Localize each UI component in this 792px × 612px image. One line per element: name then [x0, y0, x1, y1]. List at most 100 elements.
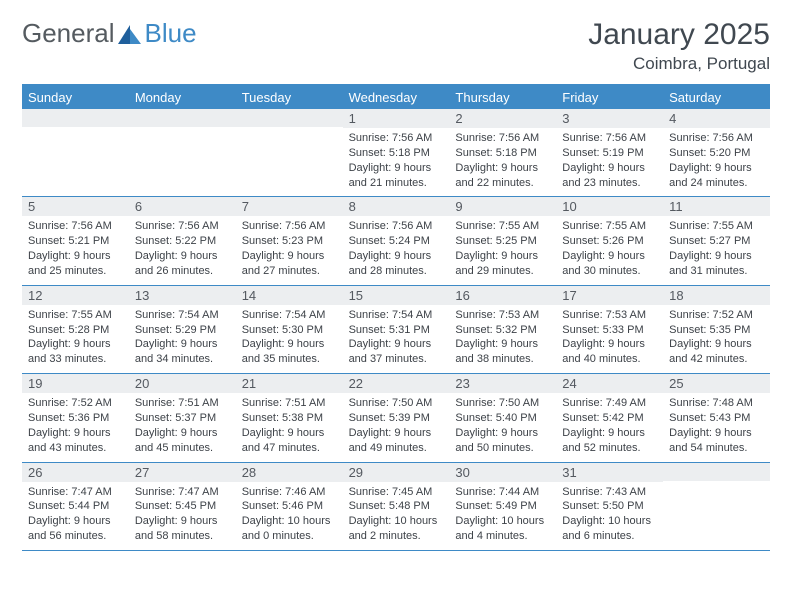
weeks-container: 1Sunrise: 7:56 AMSunset: 5:18 PMDaylight…: [22, 109, 770, 551]
day-cell: 5Sunrise: 7:56 AMSunset: 5:21 PMDaylight…: [22, 197, 129, 284]
day-number: [129, 109, 236, 127]
day-cell: 20Sunrise: 7:51 AMSunset: 5:37 PMDayligh…: [129, 374, 236, 461]
day-number: 27: [129, 463, 236, 482]
week-row: 12Sunrise: 7:55 AMSunset: 5:28 PMDayligh…: [22, 286, 770, 374]
day-cell: 8Sunrise: 7:56 AMSunset: 5:24 PMDaylight…: [343, 197, 450, 284]
day-cell: 17Sunrise: 7:53 AMSunset: 5:33 PMDayligh…: [556, 286, 663, 373]
sunrise-line: Sunrise: 7:56 AM: [349, 219, 444, 234]
day-info: Sunrise: 7:56 AMSunset: 5:20 PMDaylight:…: [669, 131, 764, 190]
day-cell: [236, 109, 343, 196]
sunrise-line: Sunrise: 7:50 AM: [349, 396, 444, 411]
sunrise-line: Sunrise: 7:55 AM: [28, 308, 123, 323]
day-info: Sunrise: 7:56 AMSunset: 5:22 PMDaylight:…: [135, 219, 230, 278]
sunrise-line: Sunrise: 7:56 AM: [135, 219, 230, 234]
daylight-line: Daylight: 9 hours and 25 minutes.: [28, 249, 123, 279]
day-info: Sunrise: 7:48 AMSunset: 5:43 PMDaylight:…: [669, 396, 764, 455]
daylight-line: Daylight: 9 hours and 50 minutes.: [455, 426, 550, 456]
sunset-line: Sunset: 5:39 PM: [349, 411, 444, 426]
day-number: [236, 109, 343, 127]
day-number: 20: [129, 374, 236, 393]
sunset-line: Sunset: 5:32 PM: [455, 323, 550, 338]
sunset-line: Sunset: 5:49 PM: [455, 499, 550, 514]
sunset-line: Sunset: 5:20 PM: [669, 146, 764, 161]
day-number: 3: [556, 109, 663, 128]
sunset-line: Sunset: 5:44 PM: [28, 499, 123, 514]
sunrise-line: Sunrise: 7:51 AM: [135, 396, 230, 411]
day-cell: 29Sunrise: 7:45 AMSunset: 5:48 PMDayligh…: [343, 463, 450, 550]
daylight-line: Daylight: 9 hours and 38 minutes.: [455, 337, 550, 367]
sunset-line: Sunset: 5:30 PM: [242, 323, 337, 338]
day-cell: 21Sunrise: 7:51 AMSunset: 5:38 PMDayligh…: [236, 374, 343, 461]
brand-logo: General Blue: [22, 18, 197, 49]
sunset-line: Sunset: 5:45 PM: [135, 499, 230, 514]
day-info: Sunrise: 7:55 AMSunset: 5:25 PMDaylight:…: [455, 219, 550, 278]
sunrise-line: Sunrise: 7:54 AM: [242, 308, 337, 323]
day-info: Sunrise: 7:45 AMSunset: 5:48 PMDaylight:…: [349, 485, 444, 544]
daylight-line: Daylight: 10 hours and 6 minutes.: [562, 514, 657, 544]
day-cell: 3Sunrise: 7:56 AMSunset: 5:19 PMDaylight…: [556, 109, 663, 196]
day-cell: [22, 109, 129, 196]
sunrise-line: Sunrise: 7:56 AM: [562, 131, 657, 146]
sunrise-line: Sunrise: 7:55 AM: [562, 219, 657, 234]
sunset-line: Sunset: 5:33 PM: [562, 323, 657, 338]
title-block: January 2025 Coimbra, Portugal: [588, 18, 770, 74]
week-row: 26Sunrise: 7:47 AMSunset: 5:44 PMDayligh…: [22, 463, 770, 551]
daylight-line: Daylight: 10 hours and 4 minutes.: [455, 514, 550, 544]
day-info: Sunrise: 7:50 AMSunset: 5:39 PMDaylight:…: [349, 396, 444, 455]
weekday-label: Friday: [556, 86, 663, 109]
sunset-line: Sunset: 5:43 PM: [669, 411, 764, 426]
daylight-line: Daylight: 9 hours and 56 minutes.: [28, 514, 123, 544]
day-number: 24: [556, 374, 663, 393]
weekday-label: Tuesday: [236, 86, 343, 109]
sunset-line: Sunset: 5:50 PM: [562, 499, 657, 514]
day-number: [663, 463, 770, 481]
sunrise-line: Sunrise: 7:46 AM: [242, 485, 337, 500]
daylight-line: Daylight: 9 hours and 54 minutes.: [669, 426, 764, 456]
sunset-line: Sunset: 5:24 PM: [349, 234, 444, 249]
day-number: 28: [236, 463, 343, 482]
day-cell: 31Sunrise: 7:43 AMSunset: 5:50 PMDayligh…: [556, 463, 663, 550]
sunrise-line: Sunrise: 7:49 AM: [562, 396, 657, 411]
day-info: Sunrise: 7:52 AMSunset: 5:35 PMDaylight:…: [669, 308, 764, 367]
sunset-line: Sunset: 5:29 PM: [135, 323, 230, 338]
day-info: Sunrise: 7:50 AMSunset: 5:40 PMDaylight:…: [455, 396, 550, 455]
page-header: General Blue January 2025 Coimbra, Portu…: [22, 18, 770, 74]
daylight-line: Daylight: 9 hours and 24 minutes.: [669, 161, 764, 191]
day-cell: 9Sunrise: 7:55 AMSunset: 5:25 PMDaylight…: [449, 197, 556, 284]
sunrise-line: Sunrise: 7:54 AM: [135, 308, 230, 323]
daylight-line: Daylight: 9 hours and 33 minutes.: [28, 337, 123, 367]
day-number: 26: [22, 463, 129, 482]
day-number: 30: [449, 463, 556, 482]
brand-text-2: Blue: [145, 18, 197, 49]
week-row: 19Sunrise: 7:52 AMSunset: 5:36 PMDayligh…: [22, 374, 770, 462]
day-number: 12: [22, 286, 129, 305]
daylight-line: Daylight: 9 hours and 42 minutes.: [669, 337, 764, 367]
daylight-line: Daylight: 9 hours and 22 minutes.: [455, 161, 550, 191]
month-title: January 2025: [588, 18, 770, 52]
sunrise-line: Sunrise: 7:56 AM: [669, 131, 764, 146]
sunset-line: Sunset: 5:21 PM: [28, 234, 123, 249]
day-number: 15: [343, 286, 450, 305]
day-info: Sunrise: 7:55 AMSunset: 5:27 PMDaylight:…: [669, 219, 764, 278]
daylight-line: Daylight: 9 hours and 26 minutes.: [135, 249, 230, 279]
day-number: 22: [343, 374, 450, 393]
sunset-line: Sunset: 5:35 PM: [669, 323, 764, 338]
day-cell: 10Sunrise: 7:55 AMSunset: 5:26 PMDayligh…: [556, 197, 663, 284]
daylight-line: Daylight: 9 hours and 47 minutes.: [242, 426, 337, 456]
day-cell: 18Sunrise: 7:52 AMSunset: 5:35 PMDayligh…: [663, 286, 770, 373]
day-cell: 14Sunrise: 7:54 AMSunset: 5:30 PMDayligh…: [236, 286, 343, 373]
day-number: 23: [449, 374, 556, 393]
daylight-line: Daylight: 9 hours and 40 minutes.: [562, 337, 657, 367]
day-number: 17: [556, 286, 663, 305]
sunrise-line: Sunrise: 7:52 AM: [669, 308, 764, 323]
day-number: 5: [22, 197, 129, 216]
sunset-line: Sunset: 5:31 PM: [349, 323, 444, 338]
location-label: Coimbra, Portugal: [588, 54, 770, 74]
day-cell: 30Sunrise: 7:44 AMSunset: 5:49 PMDayligh…: [449, 463, 556, 550]
day-number: [22, 109, 129, 127]
day-number: 21: [236, 374, 343, 393]
sunset-line: Sunset: 5:19 PM: [562, 146, 657, 161]
day-cell: 2Sunrise: 7:56 AMSunset: 5:18 PMDaylight…: [449, 109, 556, 196]
weekday-label: Sunday: [22, 86, 129, 109]
daylight-line: Daylight: 9 hours and 49 minutes.: [349, 426, 444, 456]
